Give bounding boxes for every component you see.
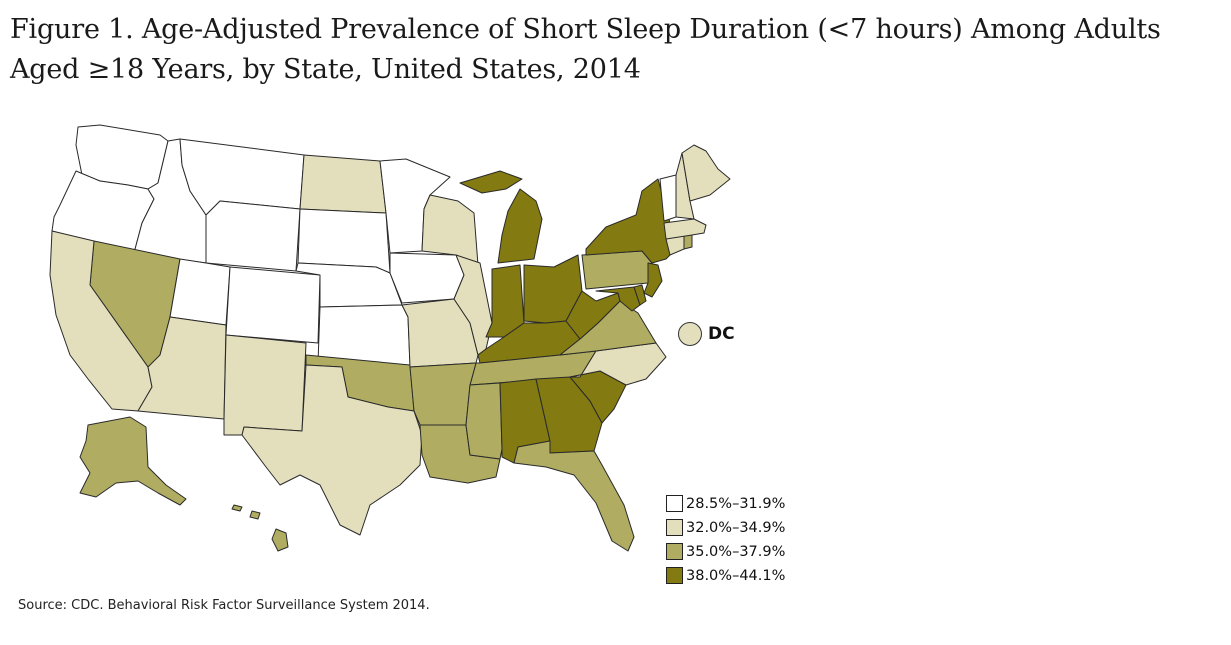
state-NH (675, 152, 695, 220)
legend-item: 38.0%–44.1% (666, 565, 836, 586)
state-KS (317, 304, 411, 366)
state-ND (299, 154, 387, 214)
us-state-map (30, 105, 830, 595)
state-ME (681, 144, 731, 202)
legend-label: 35.0%–37.9% (686, 543, 786, 560)
state-CO (225, 266, 321, 344)
state-WY (205, 200, 301, 272)
figure-title: Figure 1. Age-Adjusted Prevalence of Sho… (10, 10, 1225, 90)
legend-item: 35.0%–37.9% (666, 541, 836, 562)
legend-swatch (666, 543, 683, 560)
state-MS (465, 382, 503, 460)
legend-swatch (666, 495, 683, 512)
state-PA (581, 250, 653, 290)
figure-title-line2: Aged ≥18 Years, by State, United States,… (10, 54, 641, 85)
state-NM (223, 334, 307, 436)
legend-label: 28.5%–31.9% (686, 495, 786, 512)
state-AK (79, 416, 187, 506)
dc-marker: DC (678, 322, 735, 346)
state-RI (683, 234, 693, 250)
state-IN (485, 264, 525, 338)
state-MA (663, 218, 707, 240)
state-NJ (643, 262, 663, 298)
us-map-svg (49, 124, 731, 552)
legend-label: 32.0%–34.9% (686, 519, 786, 536)
source-note: Source: CDC. Behavioral Risk Factor Surv… (18, 598, 430, 613)
legend-item: 28.5%–31.9% (666, 493, 836, 514)
state-AR (409, 362, 477, 426)
dc-label: DC (708, 324, 735, 344)
state-FL (513, 440, 635, 552)
legend-item: 32.0%–34.9% (666, 517, 836, 538)
state-UT (169, 258, 231, 326)
dc-circle (678, 322, 702, 346)
legend-swatch (666, 519, 683, 536)
legend-swatch (666, 567, 683, 584)
state-CA (49, 230, 153, 412)
state-MI (459, 170, 543, 264)
state-DE (633, 284, 647, 306)
figure-title-line1: Figure 1. Age-Adjusted Prevalence of Sho… (10, 14, 1161, 45)
state-IA (389, 252, 465, 304)
legend: 28.5%–31.9% 32.0%–34.9% 35.0%–37.9% 38.0%–4… (666, 493, 836, 589)
legend-label: 38.0%–44.1% (686, 567, 786, 584)
state-HI (231, 504, 289, 552)
state-TX (241, 364, 423, 536)
